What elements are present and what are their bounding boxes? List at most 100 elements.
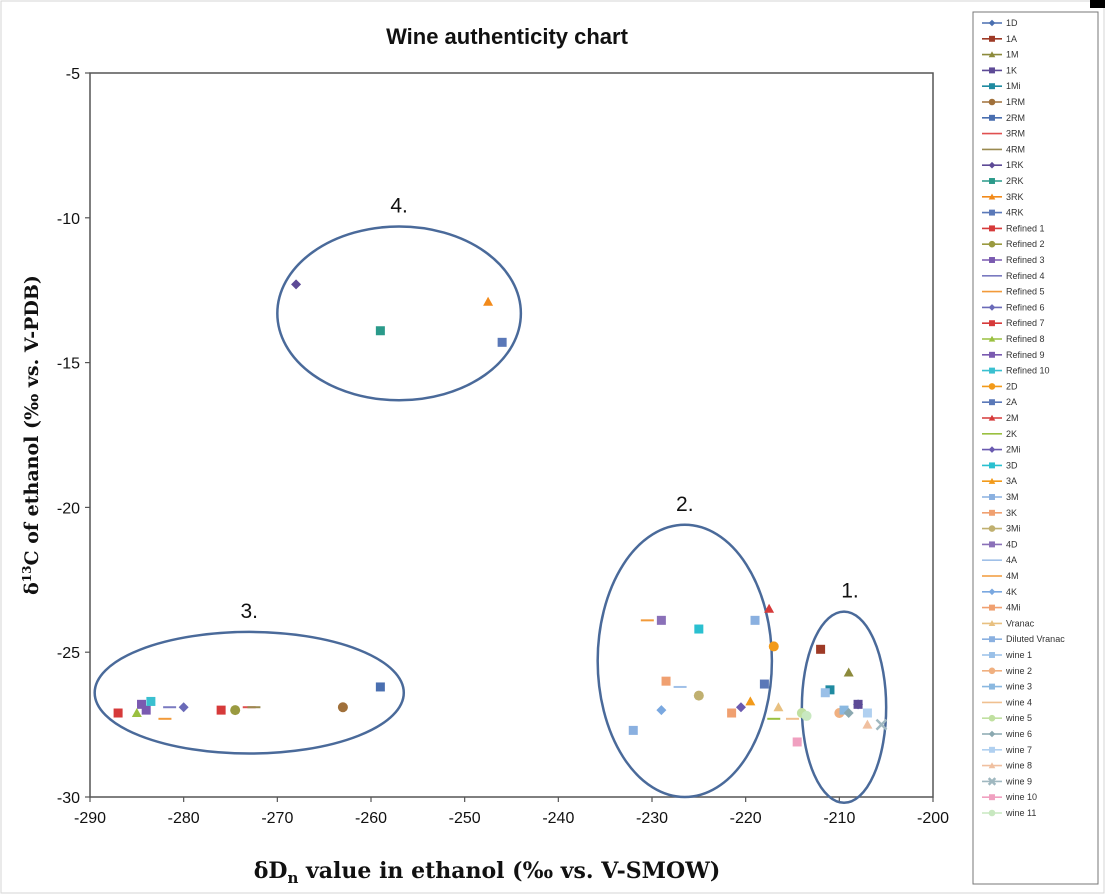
legend-marker (988, 51, 996, 58)
x-axis-ticks: -290 -280 -270 -260 -250 -240 -230 -220 -210 -200 (74, 797, 949, 827)
x-tick-label: -230 (636, 810, 668, 827)
data-point (853, 699, 863, 709)
legend-marker (988, 762, 996, 769)
data-point (113, 708, 123, 718)
x-tick-label: -280 (168, 810, 200, 827)
legend-entry: Refined 3 (1006, 255, 1045, 265)
data-point (137, 699, 147, 709)
data-point (483, 296, 494, 306)
legend-marker (988, 414, 996, 421)
legend-entry: 4RK (1006, 208, 1024, 218)
legend-marker (989, 399, 995, 406)
data-point (141, 705, 151, 715)
legend-entry: Diluted Vranac (1006, 634, 1065, 644)
legend-entry: wine 5 (1005, 713, 1032, 723)
cluster-ellipse (800, 610, 888, 805)
y-tick-label: -20 (57, 500, 80, 517)
y-axis-title-sup: 13 (20, 566, 34, 583)
data-point (375, 326, 385, 336)
legend-marker (989, 794, 995, 801)
legend-entry: Refined 2 (1006, 239, 1045, 249)
data-point (375, 682, 385, 692)
legend-marker (989, 652, 995, 658)
x-tick-label: -200 (917, 810, 949, 827)
legend-entry: Refined 8 (1006, 334, 1045, 344)
data-point (843, 708, 854, 719)
y-tick-label: -15 (57, 356, 80, 373)
legend-entry: wine 9 (1005, 776, 1032, 786)
x-tick-label: -210 (823, 810, 855, 827)
y-tick-label: -5 (66, 66, 80, 83)
legend: 1D 1A 1M 1K 1Mi 1RM 2RM 3RM 4RM 1RK 2RK 3RK 4RK Refin… (982, 18, 1065, 818)
data-point (839, 705, 849, 715)
legend-marker (989, 320, 995, 327)
legend-marker (989, 83, 995, 90)
legend-marker (989, 636, 995, 643)
legend-entry: 3D (1006, 460, 1018, 470)
legend-marker (989, 351, 995, 358)
legend-marker (989, 257, 995, 263)
legend-marker (989, 494, 995, 500)
legend-entry: 1A (1006, 34, 1017, 44)
y-axis-ticks: -30 -25 -20 -15 -10 -5 (57, 66, 90, 807)
legend-marker (989, 178, 995, 184)
legend-entry: 3RM (1006, 129, 1025, 139)
legend-entry: 1M (1006, 50, 1019, 60)
legend-marker (988, 304, 996, 311)
legend-marker (989, 35, 995, 42)
legend-entry: 2Mi (1006, 445, 1021, 455)
legend-entry: 4A (1006, 555, 1017, 565)
legend-entry: wine 1 (1005, 650, 1032, 660)
plot-area (89, 72, 934, 798)
legend-entry: Refined 4 (1006, 271, 1045, 281)
legend-entry: 2D (1006, 381, 1018, 391)
data-point (764, 603, 775, 613)
legend-marker (987, 777, 997, 786)
x-tick-label: -260 (355, 810, 387, 827)
data-point (178, 702, 189, 713)
legend-entry: 4D (1006, 539, 1018, 549)
legend-marker (988, 383, 996, 390)
data-point (727, 708, 737, 718)
legend-marker (989, 509, 995, 516)
legend-entry: 2M (1006, 413, 1019, 423)
legend-entry: 4M (1006, 571, 1019, 581)
data-point (291, 279, 302, 290)
y-axis-title: δ13C of ethanol (‰ vs. V-PDB) (20, 275, 43, 595)
y-tick-label: -30 (57, 790, 80, 807)
legend-marker (988, 193, 996, 200)
legend-entry: Refined 10 (1006, 366, 1050, 376)
data-point (628, 725, 638, 735)
data-point (497, 337, 507, 347)
data-points (113, 279, 888, 747)
legend-entry: 1RM (1006, 97, 1025, 107)
cluster-ellipse (596, 523, 774, 799)
legend-entry: 4Mi (1006, 603, 1021, 613)
legend-entry: wine 10 (1005, 792, 1037, 802)
cluster-ellipse (93, 630, 406, 755)
legend-entry: wine 3 (1005, 682, 1032, 692)
legend-entry: 1K (1006, 65, 1017, 75)
data-point (862, 708, 872, 718)
legend-entry: 3K (1006, 508, 1017, 518)
legend-marker (988, 809, 996, 817)
cluster-ellipse (276, 225, 523, 402)
legend-marker (989, 604, 995, 611)
legend-entry: 3RK (1006, 192, 1024, 202)
data-point (759, 679, 769, 689)
data-point (337, 702, 348, 713)
data-point (773, 702, 784, 712)
data-point (792, 737, 802, 747)
legend-entry: 3A (1006, 476, 1017, 486)
legend-entry: 1Mi (1006, 81, 1021, 91)
legend-entry: 3M (1006, 492, 1019, 502)
data-point (801, 710, 812, 721)
legend-entry: wine 6 (1005, 729, 1032, 739)
legend-entry: wine 2 (1005, 666, 1032, 676)
legend-entry: 4RM (1006, 144, 1025, 154)
legend-marker (988, 477, 996, 484)
cluster-label: 1. (841, 580, 859, 603)
data-point (146, 696, 156, 706)
